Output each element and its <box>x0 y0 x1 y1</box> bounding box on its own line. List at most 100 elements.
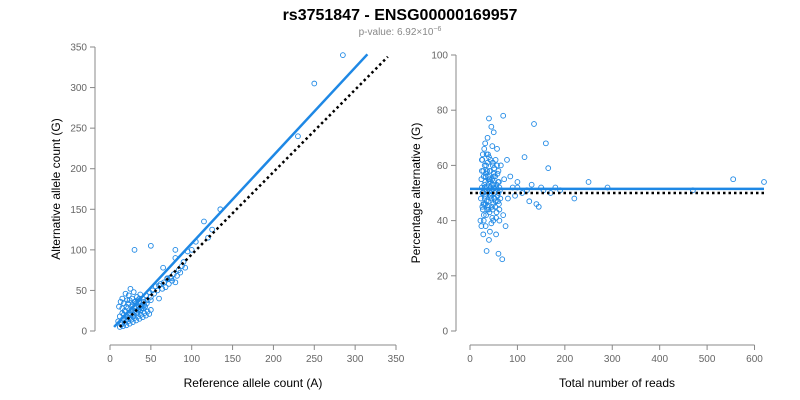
right-x-axis-label: Total number of reads <box>559 376 675 390</box>
right-data-point <box>484 134 491 141</box>
left-data-point <box>205 234 211 241</box>
right-data-point <box>482 179 489 185</box>
right-data-point <box>492 157 499 163</box>
left-y-tick-label: 250 <box>70 124 87 135</box>
right-data-point <box>495 168 502 174</box>
left-x-tick-label: 250 <box>306 354 323 365</box>
right-y-tick-label: 0 <box>442 327 448 338</box>
left-data-point <box>172 247 179 253</box>
right-data-point <box>501 176 507 183</box>
left-fit-line <box>113 53 369 328</box>
left-data-point <box>127 285 134 292</box>
right-data-point <box>494 162 500 169</box>
left-data-point <box>131 247 138 253</box>
right-data-point <box>505 195 511 202</box>
right-data-point <box>489 206 496 213</box>
left-data-point <box>140 298 147 305</box>
right-data-point <box>486 209 493 216</box>
right-data-point <box>488 179 494 185</box>
chart-title: rs3751847 - ENSG00000169957 <box>283 7 518 24</box>
left-data-point <box>201 218 207 225</box>
left-data-point <box>182 264 189 271</box>
right-data-point <box>486 237 492 243</box>
left-x-tick-label: 300 <box>347 354 364 365</box>
right-data-point <box>479 206 486 213</box>
left-y-tick-label: 150 <box>70 205 87 216</box>
right-x-tick-label: 400 <box>651 354 668 365</box>
right-data-point <box>483 248 490 254</box>
left-data-point <box>161 279 167 286</box>
right-data-point <box>493 214 499 221</box>
left-data-point <box>188 247 195 253</box>
right-x-tick-label: 500 <box>699 354 716 365</box>
left-x-tick-label: 200 <box>265 354 282 365</box>
left-y-tick-label: 200 <box>70 164 87 175</box>
left-data-point <box>156 295 162 302</box>
left-data-point <box>169 277 175 284</box>
right-data-point <box>485 206 492 213</box>
left-data-point <box>124 297 131 304</box>
right-data-point <box>488 220 495 227</box>
left-data-point <box>311 80 318 87</box>
right-data-point <box>481 145 488 152</box>
right-data-point <box>492 198 499 205</box>
right-data-point <box>504 157 510 163</box>
left-reference-line <box>118 55 389 328</box>
right-data-point <box>500 112 507 119</box>
allele-count-panel: 0 50 100 150 200 250 300 350 0 50 100 150 200 250 300 3… <box>49 43 405 391</box>
left-data-point <box>165 281 172 287</box>
right-data-point <box>730 176 737 183</box>
left-data-point <box>125 315 132 321</box>
left-data-point <box>117 298 124 305</box>
p-value-text: p-value: 6.92×10 <box>359 27 434 38</box>
right-y-tick-label: 40 <box>437 216 449 227</box>
left-x-tick-label: 100 <box>183 354 200 365</box>
right-data-point <box>481 181 488 188</box>
right-x-tick-label: 300 <box>604 354 621 365</box>
right-data-point <box>491 195 498 202</box>
right-data-point <box>479 151 486 158</box>
right-data-point <box>489 214 496 221</box>
left-data-point <box>148 307 154 313</box>
left-x-tick-label: 0 <box>107 354 113 365</box>
left-x-tick-label: 50 <box>145 354 157 365</box>
right-data-point <box>493 231 499 238</box>
right-data-point <box>489 143 496 149</box>
right-data-point <box>488 195 495 202</box>
percentage-panel: 0 100 200 300 400 500 600 0 20 40 60 80 100 Total num… <box>409 51 767 390</box>
right-data-point <box>761 179 767 185</box>
right-data-point <box>494 145 500 152</box>
left-data-point <box>148 242 154 249</box>
right-data-point <box>478 223 485 229</box>
chart-subtitle: p-value: 6.92×10−6 <box>359 26 442 38</box>
left-data-point <box>119 295 126 302</box>
right-data-point <box>483 170 489 177</box>
right-data-point <box>488 123 495 130</box>
right-data-point <box>497 195 504 202</box>
right-data-point <box>483 198 490 205</box>
right-data-point <box>502 223 509 229</box>
right-data-point <box>486 115 492 122</box>
right-data-point <box>499 256 506 263</box>
right-data-point <box>483 212 489 218</box>
left-data-point <box>126 297 133 304</box>
right-data-point <box>489 162 496 169</box>
left-x-tick-label: 350 <box>388 354 405 365</box>
left-y-axis-label: Alternative allele count (G) <box>49 118 63 259</box>
right-data-point <box>495 250 502 257</box>
right-data-point <box>480 201 487 207</box>
right-data-point <box>531 121 537 127</box>
right-data-point <box>507 173 514 180</box>
left-data-point <box>162 284 169 291</box>
p-value-exponent: −6 <box>433 26 441 33</box>
left-x-axis-label: Reference allele count (A) <box>184 376 323 390</box>
left-data-point <box>123 303 130 310</box>
left-data-point <box>116 303 122 310</box>
left-data-point <box>142 303 148 310</box>
right-y-tick-label: 80 <box>437 106 449 117</box>
right-y-axis-label: Percentage alternative (G) <box>409 123 423 264</box>
right-data-point <box>482 223 489 229</box>
left-y-tick-label: 0 <box>81 327 87 338</box>
right-data-point <box>496 217 503 224</box>
